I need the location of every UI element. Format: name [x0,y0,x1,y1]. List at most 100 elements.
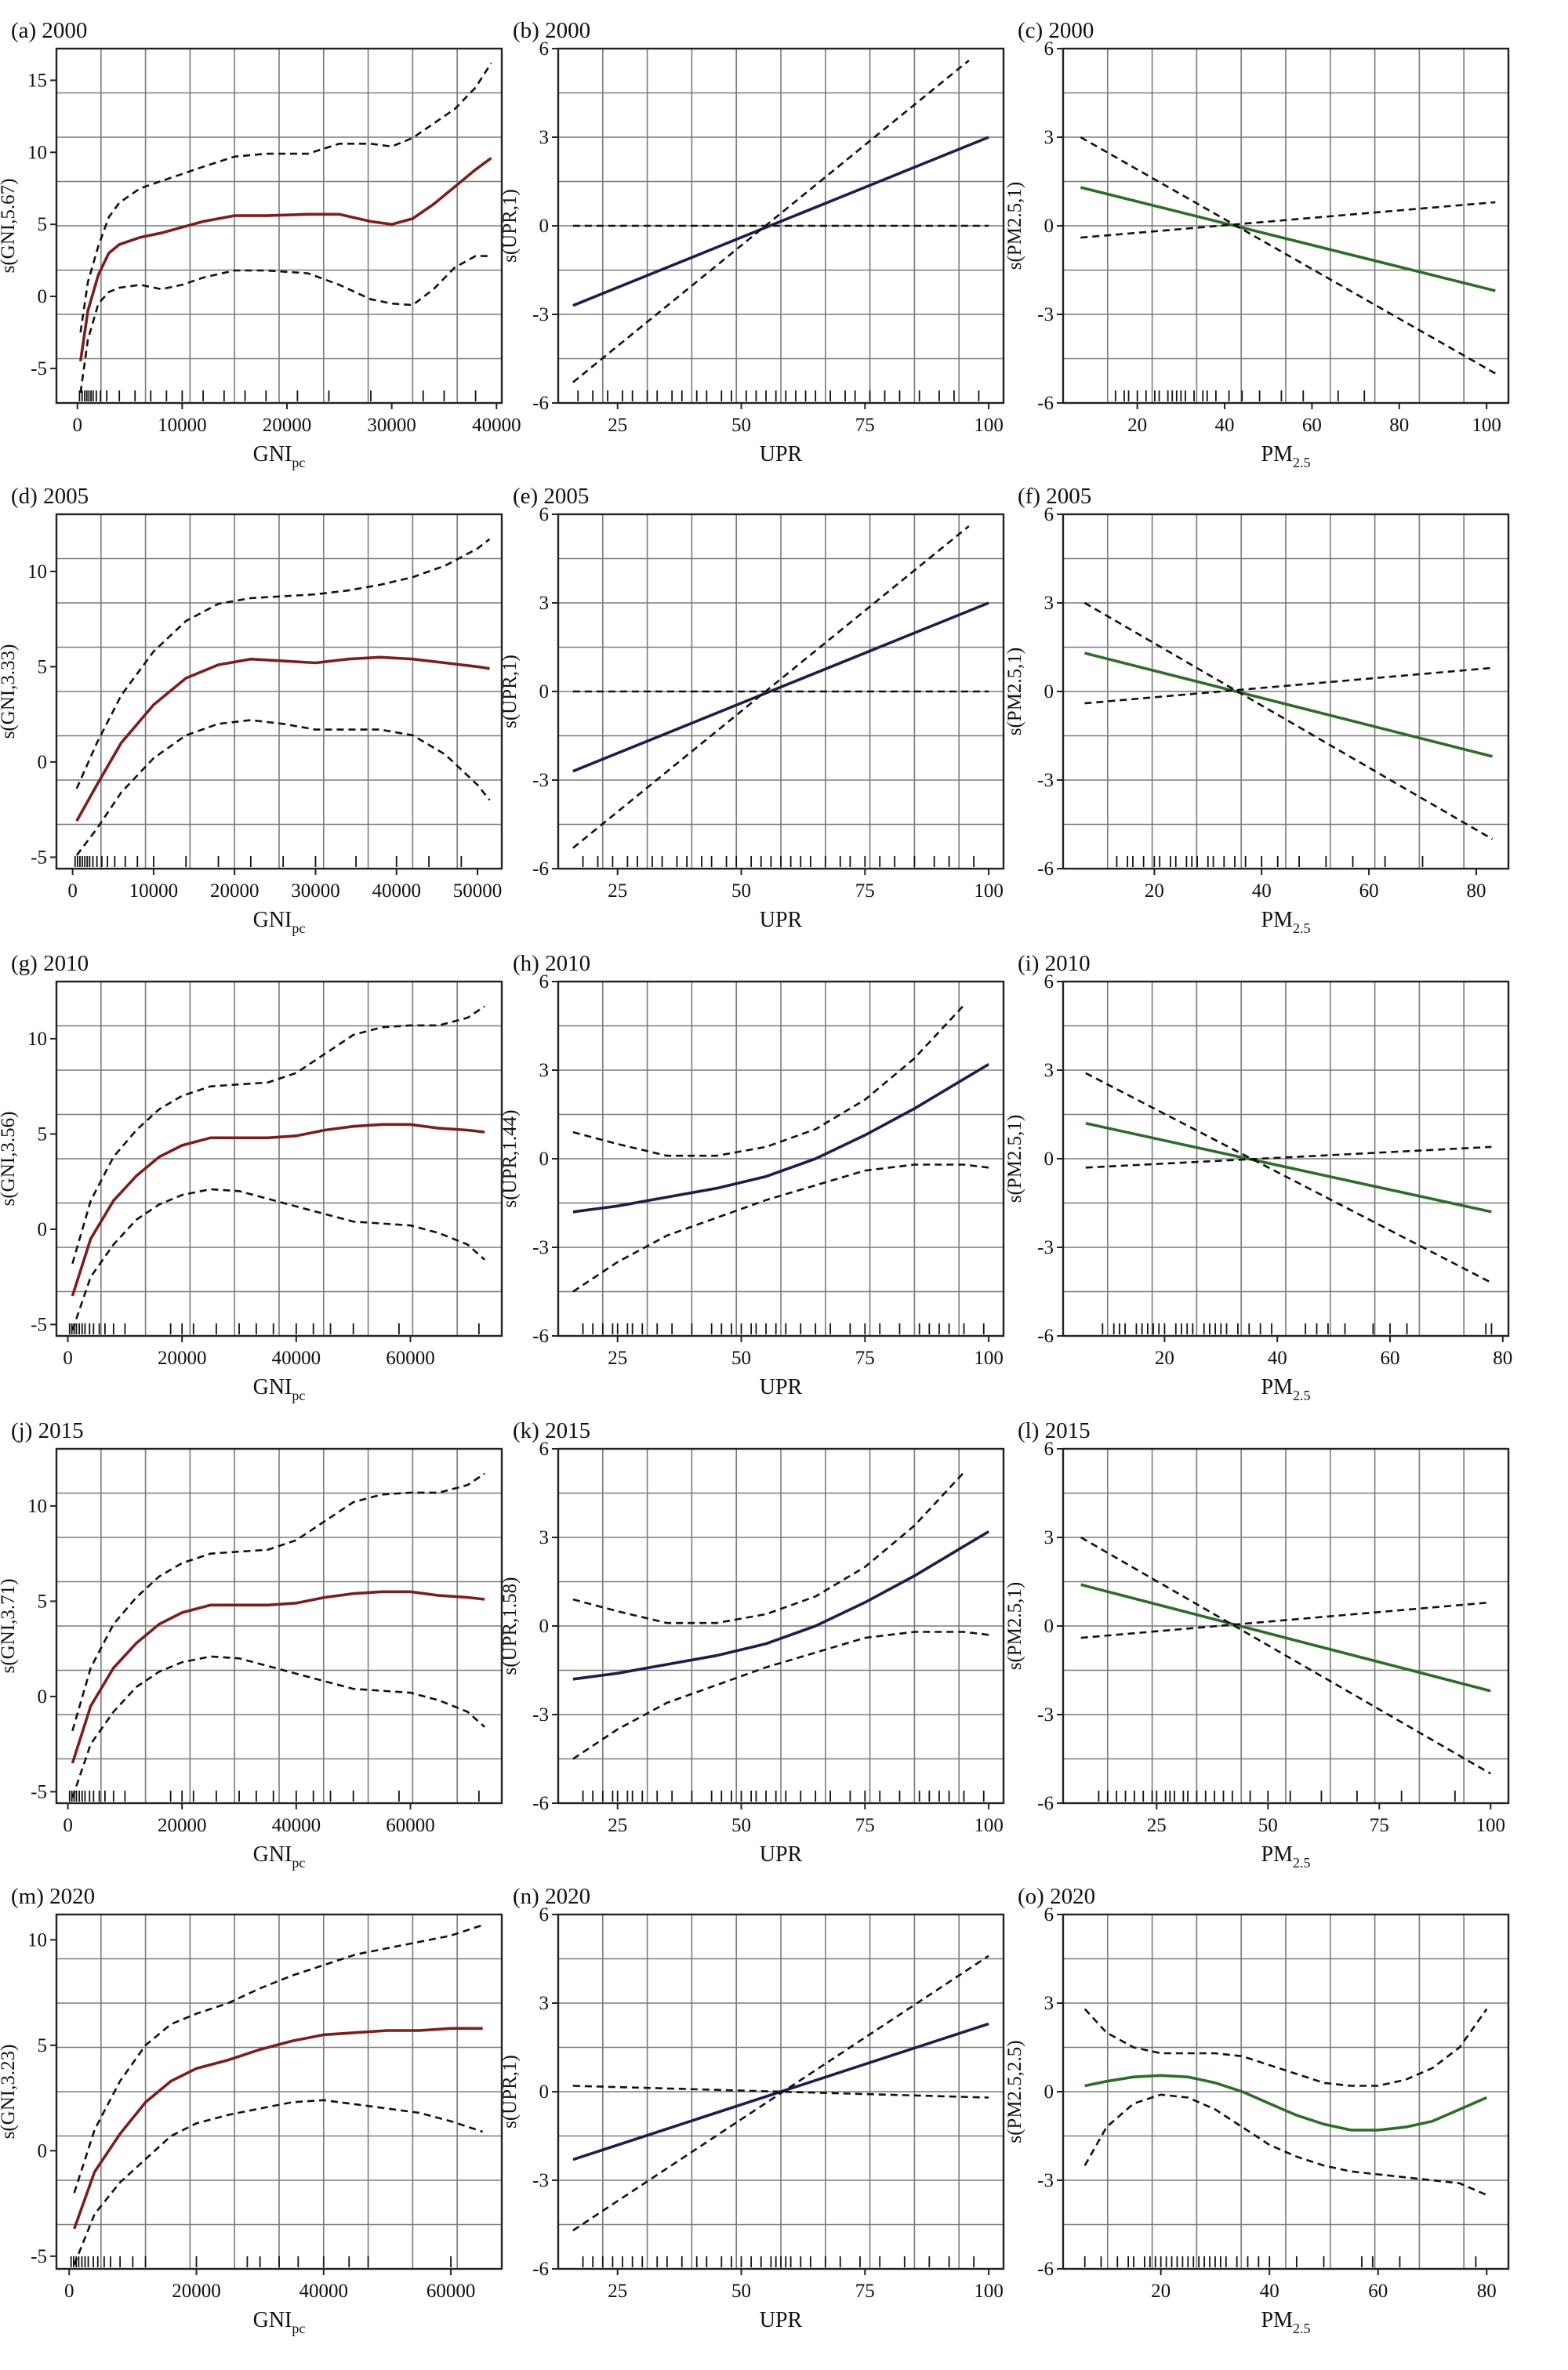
x-tick-label: 0 [63,1815,73,1836]
panel-10: (j) 2015 0 20000 40000 60000 -5 0 5 10 GNIpc s(GNI… [0,1418,503,1871]
x-tick-label: 25 [608,880,627,902]
y-tick-label: 6 [1044,1439,1054,1460]
fit-line [1080,1583,1491,1693]
x-tick-label: 0 [64,2281,74,2302]
panel-title: (f) 2005 [1018,484,1091,509]
x-tick-label: 100 [974,2281,1004,2302]
upper-ci-line [572,60,970,383]
upper-ci-line [572,1004,965,1157]
fit-line [1085,1122,1492,1214]
x-tick-label: 20000 [158,1348,207,1369]
plot-frame [55,980,503,1337]
x-axis-label: PM2.5 [1261,442,1311,470]
y-axis-label: s(PM2.5,1) [1004,182,1025,270]
x-tick-label: 0 [63,1348,73,1369]
x-tick-label: 40000 [472,415,521,436]
y-axis-label: s(PM2.5,1) [1004,1115,1025,1203]
y-tick-label: 6 [539,504,550,525]
y-tick-label: 3 [539,1993,550,2014]
panel-3: (c) 2000 20 40 60 80 100 -6 -3 0 3 6 PM2.5 s(PM2.5,1… [1004,18,1510,470]
y-tick-label: 3 [539,127,550,148]
y-tick-label: -6 [532,1793,549,1814]
x-axis-label: GNIpc [253,1842,306,1871]
y-tick-label: 0 [1044,1616,1054,1637]
y-axis-label: s(UPR,1) [499,2055,521,2129]
y-tick-label: 0 [539,1149,550,1170]
panel-15: (o) 2020 20 40 60 80 -6 -3 0 3 6 PM2.5 s(PM2.5,2.5) [1004,1884,1510,2336]
y-tick-label: 3 [1044,1527,1054,1548]
lower-ci-line [1080,1601,1491,1639]
panel-title: (c) 2000 [1018,18,1094,43]
y-tick-label: -6 [1037,2259,1054,2280]
y-tick-label: 0 [539,1616,550,1637]
y-tick-label: -5 [31,847,47,868]
y-tick-label: 6 [1044,1904,1054,1925]
x-axis-label: GNIpc [253,1375,306,1403]
x-tick-label: 20 [1155,1348,1174,1369]
fit-line [71,1590,485,1764]
x-tick-label: 75 [855,415,875,436]
x-tick-label: 100 [974,880,1004,902]
x-tick-label: 20000 [263,415,312,436]
y-tick-label: 0 [1044,681,1054,702]
fit-line [75,655,490,822]
fit-line [1083,651,1493,758]
lower-ci-line [572,2085,989,2099]
y-tick-label: -3 [1037,304,1054,325]
y-tick-label: 6 [1044,971,1054,993]
y-tick-label: 5 [38,1591,48,1612]
x-tick-label: 60 [1381,1348,1400,1369]
lower-ci-line [1084,666,1493,705]
y-tick-label: 6 [539,38,550,60]
y-tick-label: 0 [38,752,48,773]
lower-ci-line [71,1655,486,1798]
upper-ci-line [73,1924,484,2194]
panel-12: (l) 2015 25 50 75 100 -6 -3 0 3 6 PM2.5 s(PM2.5,1) [1004,1418,1510,1871]
panel-9: (i) 2010 20 40 60 80 -6 -3 0 3 6 PM2.5 s(PM2.5,1) [1004,951,1512,1403]
y-tick-label: 6 [539,971,550,993]
x-axis-label: UPR [760,2308,803,2332]
x-tick-label: 40 [1252,880,1272,902]
y-axis-label: s(UPR,1) [499,655,521,728]
x-tick-label: 30000 [291,880,340,902]
upper-ci-line [1080,1536,1491,1775]
upper-ci-line [572,525,970,849]
x-tick-label: 80 [1389,415,1409,436]
y-tick-label: 3 [539,593,550,614]
y-axis-label: s(PM2.5,1) [1004,648,1025,736]
lower-ci-line [79,255,492,394]
lower-ci-line [71,1188,486,1331]
x-tick-label: 0 [67,880,78,902]
y-tick-label: 3 [1044,1060,1054,1081]
x-tick-label: 10000 [129,880,179,902]
lower-ci-line [1085,1145,1492,1169]
x-tick-label: 50 [731,1348,751,1369]
lower-ci-line [572,1163,989,1293]
upper-ci-line [1083,2008,1488,2087]
x-tick-label: 20000 [210,880,260,902]
y-axis-label: s(GNI,3.56) [0,1112,19,1207]
y-tick-label: 3 [1044,127,1054,148]
lower-ci-line [1083,2093,1487,2196]
panel-13: (m) 2020 0 20000 40000 60000 -5 0 5 10 GNIpc s(GNI… [0,1884,503,2336]
x-tick-label: 20 [1151,2281,1171,2302]
x-tick-label: 60000 [386,1815,435,1836]
x-tick-label: 100 [974,415,1004,436]
upper-ci-line [1083,601,1494,840]
y-tick-label: 10 [27,1029,47,1050]
fit-line [78,157,492,361]
upper-ci-line [1080,136,1496,375]
panel-2: (b) 2000 25 50 75 100 -6 -3 0 3 6 UPR s(UPR,1) [499,18,1005,466]
fit-line [1080,186,1496,292]
panel-title: (m) 2020 [11,1884,95,1909]
upper-ci-line [71,1472,485,1732]
panel-title: (d) 2005 [11,484,89,509]
y-tick-label: -3 [532,770,549,791]
fit-line [572,136,989,307]
fit-line [1084,2074,1488,2132]
lower-ci-line [75,719,491,856]
panel-1: (a) 2000 0 10000 20000 30000 40000 -5 0 5 10 15 GNI… [0,18,521,470]
upper-ci-line [572,1472,965,1624]
y-axis-label: s(GNI,5.67) [0,179,19,274]
